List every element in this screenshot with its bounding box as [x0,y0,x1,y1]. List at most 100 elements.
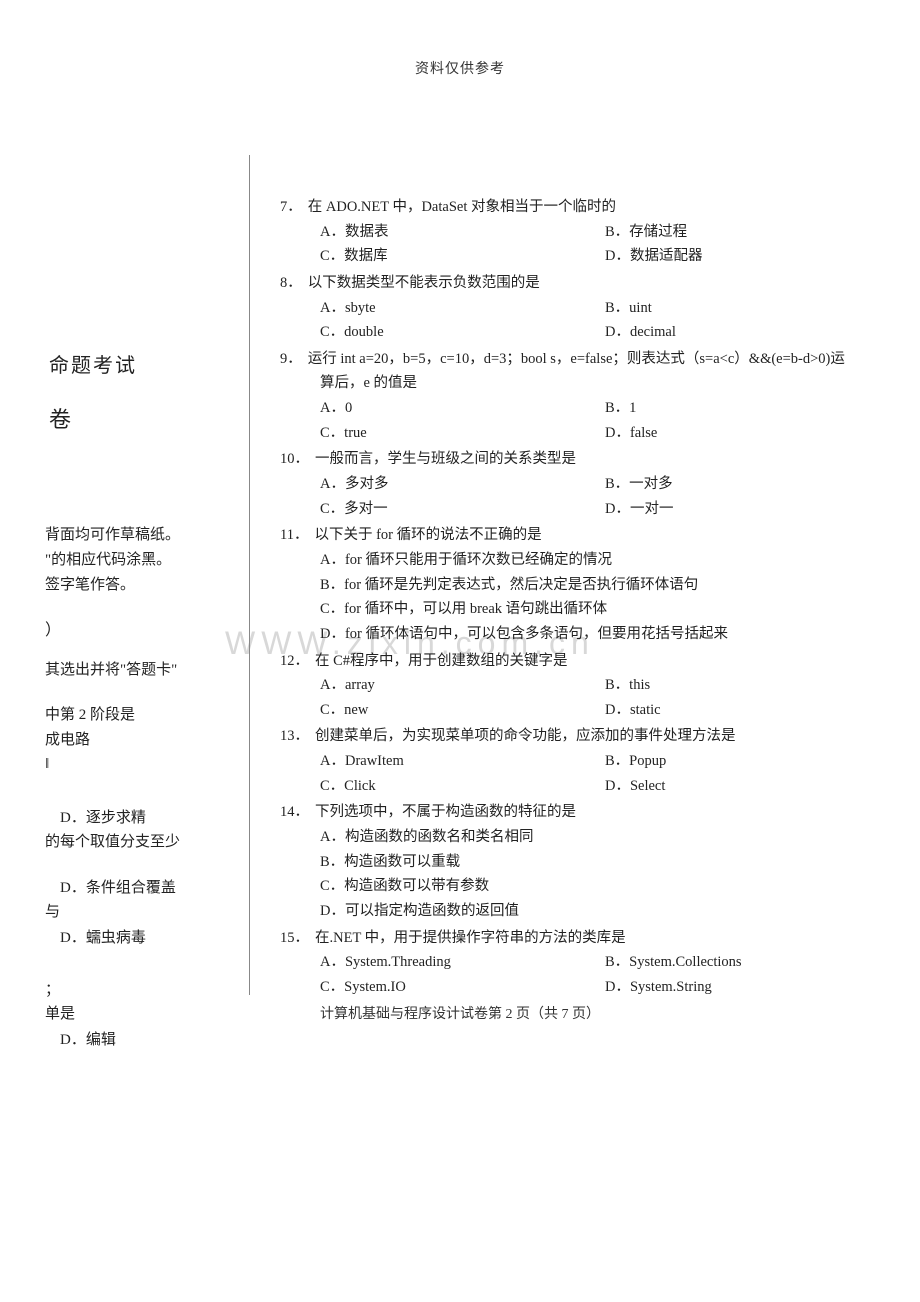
option-full-line: C．构造函数可以带有参数 [320,874,890,899]
options-block: A．0B．1C．trueD．false [280,396,890,445]
question-text: 在 C#程序中，用于创建数组的关键字是 [315,649,890,674]
question-item: 7．在 ADO.NET 中，DataSet 对象相当于一个临时的A．数据表B．存… [280,195,890,269]
left-frag-2a: D．逐步求精 [60,806,146,830]
option-full-line: C．for 循环中，可以用 break 语句跳出循环体 [320,597,890,622]
option-full-line: B．构造函数可以重载 [320,850,890,875]
question-text-line2: 算后，e 的值是 [280,371,890,396]
option-cell: C．Click [320,774,605,799]
option-cell: C．System.IO [320,975,605,1000]
question-item: 13．创建菜单后，为实现菜单项的命令功能，应添加的事件处理方法是A．DrawIt… [280,724,890,798]
question-item: 8．以下数据类型不能表示负数范围的是A．sbyteB．uintC．doubleD… [280,271,890,345]
option-row: C．newD．static [320,698,890,723]
question-stem: 7．在 ADO.NET 中，DataSet 对象相当于一个临时的 [280,195,890,220]
option-cell: B．存储过程 [605,220,890,245]
question-number: 13． [280,724,315,749]
option-cell: D．decimal [605,320,890,345]
option-cell: A．DrawItem [320,749,605,774]
option-cell: D．数据适配器 [605,244,890,269]
left-paren: ） [45,618,61,644]
question-text: 以下关于 for 循环的说法不正确的是 [314,523,890,548]
options-block: A．for 循环只能用于循环次数已经确定的情况B．for 循环是先判定表达式，然… [280,548,890,647]
option-cell: C．多对一 [320,497,605,522]
question-item: 9．运行 int a=20，b=5，c=10，d=3；bool s，e=fals… [280,347,890,446]
option-full-line: D．for 循环体语句中，可以包含多条语句，但要用花括号括起来 [320,622,890,647]
page-header: 资料仅供参考 [0,0,920,78]
option-row: A．arrayB．this [320,673,890,698]
option-cell: D．System.String [605,975,890,1000]
option-cell: A．0 [320,396,605,421]
option-cell: A．System.Threading [320,950,605,975]
left-frag-1b: 成电路 [45,728,90,752]
option-cell: D．false [605,421,890,446]
left-frag-1a: 中第 2 阶段是 [45,703,135,727]
option-cell: A．sbyte [320,296,605,321]
option-cell: D．Select [605,774,890,799]
option-cell: B．1 [605,396,890,421]
options-block: A．sbyteB．uintC．doubleD．decimal [280,296,890,345]
left-note-2: "的相应代码涂黑。 [45,548,171,572]
option-row: C．多对一D．一对一 [320,497,890,522]
option-full-line: A．for 循环只能用于循环次数已经确定的情况 [320,548,890,573]
question-stem: 15．在.NET 中，用于提供操作字符串的方法的类库是 [280,926,890,951]
option-cell: A．array [320,673,605,698]
option-cell: A．数据表 [320,220,605,245]
left-subtitle-fragment: 卷 [49,402,71,437]
question-number: 8． [280,271,308,296]
question-number: 11． [280,523,314,548]
page-footer: 计算机基础与程序设计试卷第 2 页（共 7 页） [0,1003,920,1023]
questions-column: 7．在 ADO.NET 中，DataSet 对象相当于一个临时的A．数据表B．存… [280,195,890,1002]
options-block: A．System.ThreadingB．System.CollectionsC．… [280,950,890,999]
question-text: 在 ADO.NET 中，DataSet 对象相当于一个临时的 [308,195,890,220]
options-block: A．构造函数的函数名和类名相同B．构造函数可以重载C．构造函数可以带有参数D．可… [280,825,890,924]
question-text: 以下数据类型不能表示负数范围的是 [308,271,890,296]
option-full-line: D．可以指定构造函数的返回值 [320,899,890,924]
question-stem: 14．下列选项中，不属于构造函数的特征的是 [280,800,890,825]
option-cell: B．System.Collections [605,950,890,975]
question-item: 10．一般而言，学生与班级之间的关系类型是A．多对多B．一对多C．多对一D．一对… [280,447,890,521]
question-number: 10． [280,447,315,472]
option-row: A．System.ThreadingB．System.Collections [320,950,890,975]
option-cell: B．this [605,673,890,698]
left-frag-6c: D．编辑 [60,1028,116,1052]
column-divider [249,155,250,995]
option-cell: C．double [320,320,605,345]
option-cell: D．一对一 [605,497,890,522]
question-item: 15．在.NET 中，用于提供操作字符串的方法的类库是A．System.Thre… [280,926,890,1000]
left-note-1: 背面均可作草稿纸。 [45,523,180,547]
question-number: 12． [280,649,315,674]
question-number: 9． [280,347,308,372]
question-stem: 11．以下关于 for 循环的说法不正确的是 [280,523,890,548]
question-stem: 9．运行 int a=20，b=5，c=10，d=3；bool s，e=fals… [280,347,890,372]
option-full-line: B．for 循环是先判定表达式，然后决定是否执行循环体语句 [320,573,890,598]
left-instruction: 其选出并将"答题卡" [45,658,177,682]
left-frag-6a: ； [45,978,60,1002]
left-frag-5: D．蠕虫病毒 [60,926,146,950]
question-text: 运行 int a=20，b=5，c=10，d=3；bool s，e=false；… [308,347,890,372]
left-frag-4: 与 [45,900,60,924]
question-item: 12．在 C#程序中，用于创建数组的关键字是A．arrayB．thisC．new… [280,649,890,723]
option-full-line: A．构造函数的函数名和类名相同 [320,825,890,850]
option-row: C．ClickD．Select [320,774,890,799]
question-number: 14． [280,800,315,825]
question-stem: 12．在 C#程序中，用于创建数组的关键字是 [280,649,890,674]
option-cell: C．数据库 [320,244,605,269]
option-row: A．0B．1 [320,396,890,421]
option-cell: B．Popup [605,749,890,774]
options-block: A．数据表B．存储过程C．数据库D．数据适配器 [280,220,890,269]
question-stem: 8．以下数据类型不能表示负数范围的是 [280,271,890,296]
option-row: A．多对多B．一对多 [320,472,890,497]
question-number: 15． [280,926,315,951]
left-frag-2b: 的每个取值分支至少 [45,830,180,854]
question-stem: 13．创建菜单后，为实现菜单项的命令功能，应添加的事件处理方法是 [280,724,890,749]
option-row: C．doubleD．decimal [320,320,890,345]
option-cell: A．多对多 [320,472,605,497]
left-note-3: 签字笔作答。 [45,573,135,597]
option-row: C．trueD．false [320,421,890,446]
option-cell: B．一对多 [605,472,890,497]
question-item: 14．下列选项中，不属于构造函数的特征的是A．构造函数的函数名和类名相同B．构造… [280,800,890,923]
question-number: 7． [280,195,308,220]
option-row: A．sbyteB．uint [320,296,890,321]
option-row: C．数据库D．数据适配器 [320,244,890,269]
question-text: 下列选项中，不属于构造函数的特征的是 [315,800,890,825]
question-item: 11．以下关于 for 循环的说法不正确的是A．for 循环只能用于循环次数已经… [280,523,890,646]
